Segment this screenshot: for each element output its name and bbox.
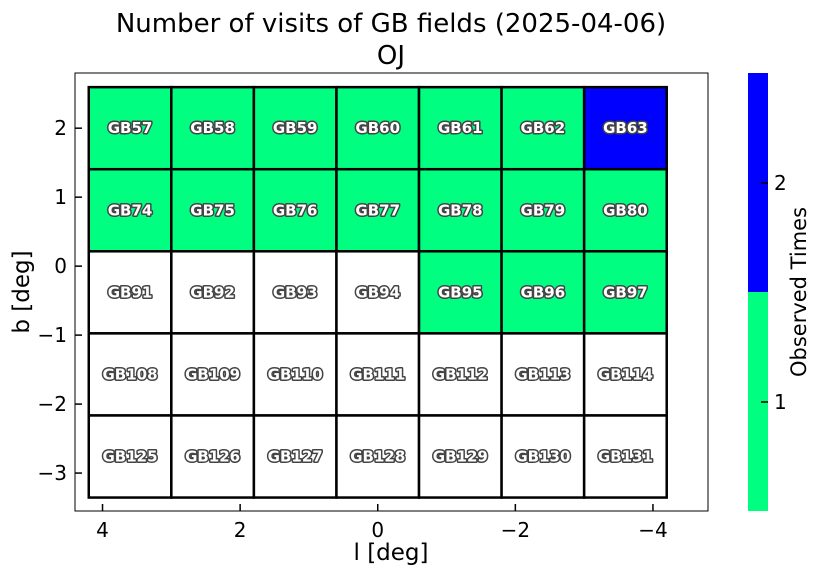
field-cell-gb57 [87, 85, 173, 171]
x-tick-label: 2 [234, 518, 247, 542]
field-label-gb96: GB96 [521, 283, 566, 301]
y-tick-label: −1 [38, 323, 67, 347]
field-label-gb91: GB91 [108, 283, 153, 301]
colorbar-segment-1 [748, 292, 768, 511]
field-label-gb62: GB62 [521, 119, 566, 137]
y-axis-ticks: 2 1 0 −1 −2 −3 [38, 116, 82, 485]
field-cell-gb61 [417, 85, 503, 171]
field-label-gb58: GB58 [190, 119, 235, 137]
x-axis-label: l [deg] [354, 540, 429, 566]
field-cell-gb97 [582, 250, 668, 335]
x-tick-label: 0 [371, 518, 384, 542]
chart-title: Number of visits of GB fields (2025-04-0… [116, 9, 666, 39]
field-label-gb79: GB79 [521, 201, 566, 219]
field-cell-gb96 [500, 250, 586, 335]
field-cell-gb79 [500, 167, 586, 253]
field-label-gb61: GB61 [438, 119, 483, 137]
field-label-gb129: GB129 [433, 448, 488, 466]
field-label-gb113: GB113 [515, 365, 570, 383]
y-tick-label: −3 [38, 461, 67, 485]
x-tick-label: −2 [501, 518, 530, 542]
field-cell-gb92 [170, 250, 256, 335]
field-label-gb93: GB93 [273, 283, 318, 301]
x-tick-label: 4 [96, 518, 109, 542]
field-label-gb57: GB57 [108, 119, 153, 137]
y-tick-label: 2 [54, 116, 67, 140]
field-label-gb130: GB130 [515, 448, 570, 466]
field-cell-gb130 [500, 414, 586, 499]
heatmap-cells: GB57 GB58 GB59 GB60 GB61 GB62 GB63 GB74 GB75 GB76… [87, 85, 668, 499]
field-label-gb78: GB78 [438, 201, 483, 219]
field-label-gb60: GB60 [355, 119, 400, 137]
field-label-gb131: GB131 [598, 448, 653, 466]
y-tick-label: −2 [38, 392, 67, 416]
field-cell-gb108 [87, 332, 173, 417]
y-tick-label: 1 [54, 185, 67, 209]
field-label-gb59: GB59 [273, 119, 318, 137]
field-label-gb126: GB126 [185, 448, 240, 466]
y-tick-label: 0 [54, 254, 67, 278]
field-cell-gb129 [417, 414, 503, 499]
x-tick-label: −4 [638, 518, 667, 542]
field-cell-gb131 [582, 414, 668, 499]
field-cell-gb77 [335, 167, 421, 253]
field-label-gb125: GB125 [103, 448, 158, 466]
field-cell-gb126 [170, 414, 256, 499]
field-label-gb114: GB114 [598, 365, 653, 383]
field-label-gb94: GB94 [355, 283, 400, 301]
field-label-gb128: GB128 [350, 448, 405, 466]
field-cell-gb112 [417, 332, 503, 417]
field-label-gb97: GB97 [603, 283, 648, 301]
field-label-gb109: GB109 [185, 365, 240, 383]
field-label-gb92: GB92 [190, 283, 235, 301]
y-axis-label: b [deg] [9, 250, 35, 333]
field-label-gb108: GB108 [103, 365, 158, 383]
field-label-gb74: GB74 [108, 201, 153, 219]
field-label-gb80: GB80 [603, 201, 648, 219]
field-label-gb95: GB95 [438, 283, 483, 301]
field-cell-gb75 [170, 167, 256, 253]
field-label-gb111: GB111 [350, 365, 405, 383]
x-axis-ticks: 4 2 0 −2 −4 [96, 504, 668, 542]
field-cell-gb114 [582, 332, 668, 417]
colorbar: 1 2 Observed Times [748, 73, 811, 511]
field-label-gb127: GB127 [268, 448, 323, 466]
colorbar-label: Observed Times [787, 207, 811, 377]
field-label-gb76: GB76 [273, 201, 318, 219]
field-label-gb75: GB75 [190, 201, 235, 219]
colorbar-segment-2 [748, 73, 768, 292]
chart-subtitle: OJ [377, 41, 405, 71]
field-cell-gb94 [335, 250, 421, 335]
colorbar-tick-label-1: 1 [774, 390, 787, 414]
field-cell-gb95 [417, 250, 503, 335]
field-cell-gb91 [87, 250, 173, 335]
field-label-gb63: GB63 [603, 119, 648, 137]
field-label-gb112: GB112 [433, 365, 488, 383]
field-label-gb110: GB110 [268, 365, 323, 383]
colorbar-tick-label-2: 2 [774, 171, 787, 195]
field-cell-gb63 [582, 85, 668, 171]
field-label-gb77: GB77 [355, 201, 400, 219]
